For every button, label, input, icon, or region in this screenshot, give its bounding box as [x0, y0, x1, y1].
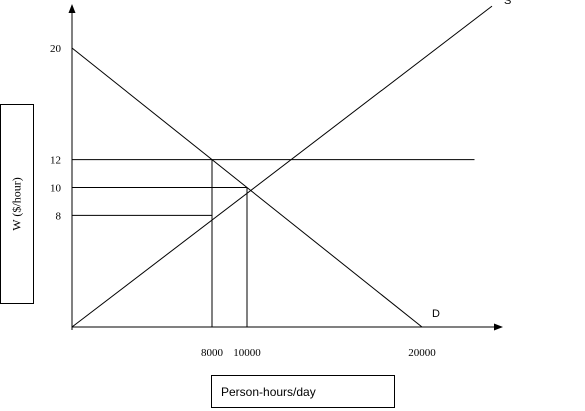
series-d-label: D [432, 308, 440, 320]
y-tick-label: 10 [50, 183, 62, 195]
x-tick-label: 8000 [201, 347, 224, 359]
x-tick-label: 20000 [408, 347, 436, 359]
y-axis-label: W ($/hour) [9, 177, 24, 231]
y-tick-label: 20 [50, 43, 62, 55]
x-axis-label: Person-hours/day [221, 385, 316, 399]
tick-labels: 8 10 12 20 8000 10000 20000 [50, 43, 436, 359]
x-tick-label: 10000 [233, 347, 261, 359]
curve-labels: SD [432, 0, 511, 320]
x-axis-arrow [494, 323, 503, 331]
series-d-line [71, 47, 423, 328]
series-s-label: S [504, 0, 511, 7]
y-axis-arrow [68, 4, 76, 13]
axes [68, 4, 503, 331]
y-axis-label-box: W ($/hour) [0, 104, 34, 304]
x-axis-label-box: Person-hours/day [211, 375, 395, 408]
series-s-line [71, 5, 493, 328]
series-lines [71, 5, 493, 328]
y-tick-label: 8 [56, 210, 62, 222]
y-tick-label: 12 [50, 155, 61, 167]
reference-lines [72, 159, 475, 327]
